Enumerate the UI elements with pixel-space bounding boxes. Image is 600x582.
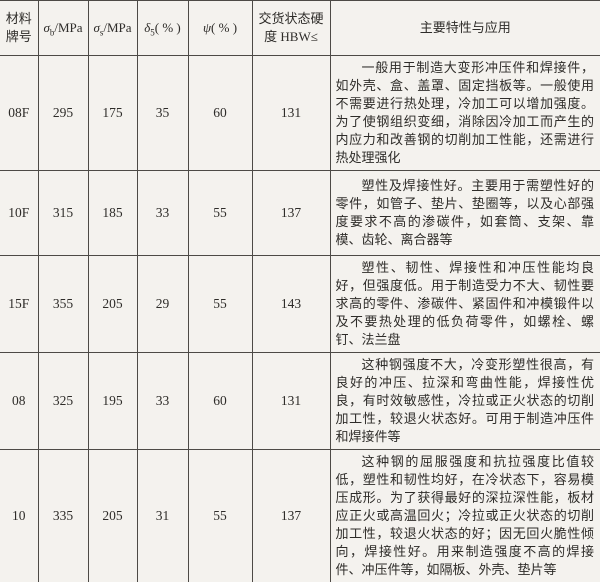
cell-sigma-s: 185 <box>88 171 137 256</box>
features-text: 塑性、韧性、焊接性和冲压性能均良好，但强度低。用于制造受力不大、韧性要求高的零件… <box>336 259 595 349</box>
cell-delta5: 31 <box>137 450 188 582</box>
cell-sigma-b: 355 <box>38 256 88 353</box>
header-material-grade: 材料牌号 <box>0 1 38 56</box>
cell-psi: 55 <box>188 450 252 582</box>
table-row: 15F 355 205 29 55 143 塑性、韧性、焊接性和冲压性能均良好，… <box>0 256 600 353</box>
cell-psi: 55 <box>188 171 252 256</box>
features-text: 一般用于制造大变形冲压件和焊接件，如外壳、盒、盖罩、固定挡板等。一般使用不需要进… <box>336 59 595 167</box>
cell-delta5: 33 <box>137 353 188 450</box>
cell-hardness: 131 <box>252 353 330 450</box>
header-psi: ψ( % ) <box>188 1 252 56</box>
header-delta5: δ5( % ) <box>137 1 188 56</box>
cell-grade: 08 <box>0 353 38 450</box>
header-delivery-hardness: 交货状态硬度 HBW≤ <box>252 1 330 56</box>
cell-grade: 08F <box>0 56 38 171</box>
delta-unit: ( % ) <box>155 20 181 35</box>
table-row: 10F 315 185 33 55 137 塑性及焊接性好。主要用于需塑性好的零… <box>0 171 600 256</box>
cell-hardness: 137 <box>252 171 330 256</box>
features-text: 这种钢的屈服强度和抗拉强度比值较低，塑性和韧性均好，在冷状态下，容易模压成形。为… <box>336 453 595 579</box>
cell-sigma-s: 195 <box>88 353 137 450</box>
cell-sigma-s: 205 <box>88 256 137 353</box>
cell-features: 一般用于制造大变形冲压件和焊接件，如外壳、盒、盖罩、固定挡板等。一般使用不需要进… <box>330 56 600 171</box>
cell-grade: 15F <box>0 256 38 353</box>
table-row: 10 335 205 31 55 137 这种钢的屈服强度和抗拉强度比值较低，塑… <box>0 450 600 582</box>
cell-features: 这种钢的屈服强度和抗拉强度比值较低，塑性和韧性均好，在冷状态下，容易模压成形。为… <box>330 450 600 582</box>
cell-sigma-b: 325 <box>38 353 88 450</box>
sigma-b-unit: /MPa <box>54 20 82 35</box>
cell-psi: 55 <box>188 256 252 353</box>
cell-sigma-b: 335 <box>38 450 88 582</box>
cell-sigma-b: 295 <box>38 56 88 171</box>
features-text: 塑性及焊接性好。主要用于需塑性好的零件，如管子、垫片、垫圈等，以及心部强度要求不… <box>336 177 595 249</box>
sigma-s-unit: /MPa <box>103 20 131 35</box>
cell-sigma-s: 175 <box>88 56 137 171</box>
cell-features: 塑性、韧性、焊接性和冲压性能均良好，但强度低。用于制造受力不大、韧性要求高的零件… <box>330 256 600 353</box>
cell-hardness: 137 <box>252 450 330 582</box>
cell-hardness: 143 <box>252 256 330 353</box>
psi-symbol: ψ <box>203 20 211 35</box>
table-header-row: 材料牌号 σb/MPa σs/MPa δ5( % ) ψ( % ) 交货状态硬度… <box>0 1 600 56</box>
psi-unit: ( % ) <box>211 20 237 35</box>
cell-features: 这种钢强度不大，冷变形塑性很高，有良好的冲压、拉深和弯曲性能，焊接性优良，有时效… <box>330 353 600 450</box>
cell-psi: 60 <box>188 353 252 450</box>
cell-psi: 60 <box>188 56 252 171</box>
table-row: 08F 295 175 35 60 131 一般用于制造大变形冲压件和焊接件，如… <box>0 56 600 171</box>
header-sigma-s: σs/MPa <box>88 1 137 56</box>
cell-delta5: 33 <box>137 171 188 256</box>
header-sigma-b: σb/MPa <box>38 1 88 56</box>
features-text: 这种钢强度不大，冷变形塑性很高，有良好的冲压、拉深和弯曲性能，焊接性优良，有时效… <box>336 356 595 446</box>
cell-delta5: 35 <box>137 56 188 171</box>
cell-features: 塑性及焊接性好。主要用于需塑性好的零件，如管子、垫片、垫圈等，以及心部强度要求不… <box>330 171 600 256</box>
cell-grade: 10 <box>0 450 38 582</box>
cell-grade: 10F <box>0 171 38 256</box>
table-row: 08 325 195 33 60 131 这种钢强度不大，冷变形塑性很高，有良好… <box>0 353 600 450</box>
cell-sigma-s: 205 <box>88 450 137 582</box>
header-main-features: 主要特性与应用 <box>330 1 600 56</box>
cell-delta5: 29 <box>137 256 188 353</box>
cell-sigma-b: 315 <box>38 171 88 256</box>
cell-hardness: 131 <box>252 56 330 171</box>
